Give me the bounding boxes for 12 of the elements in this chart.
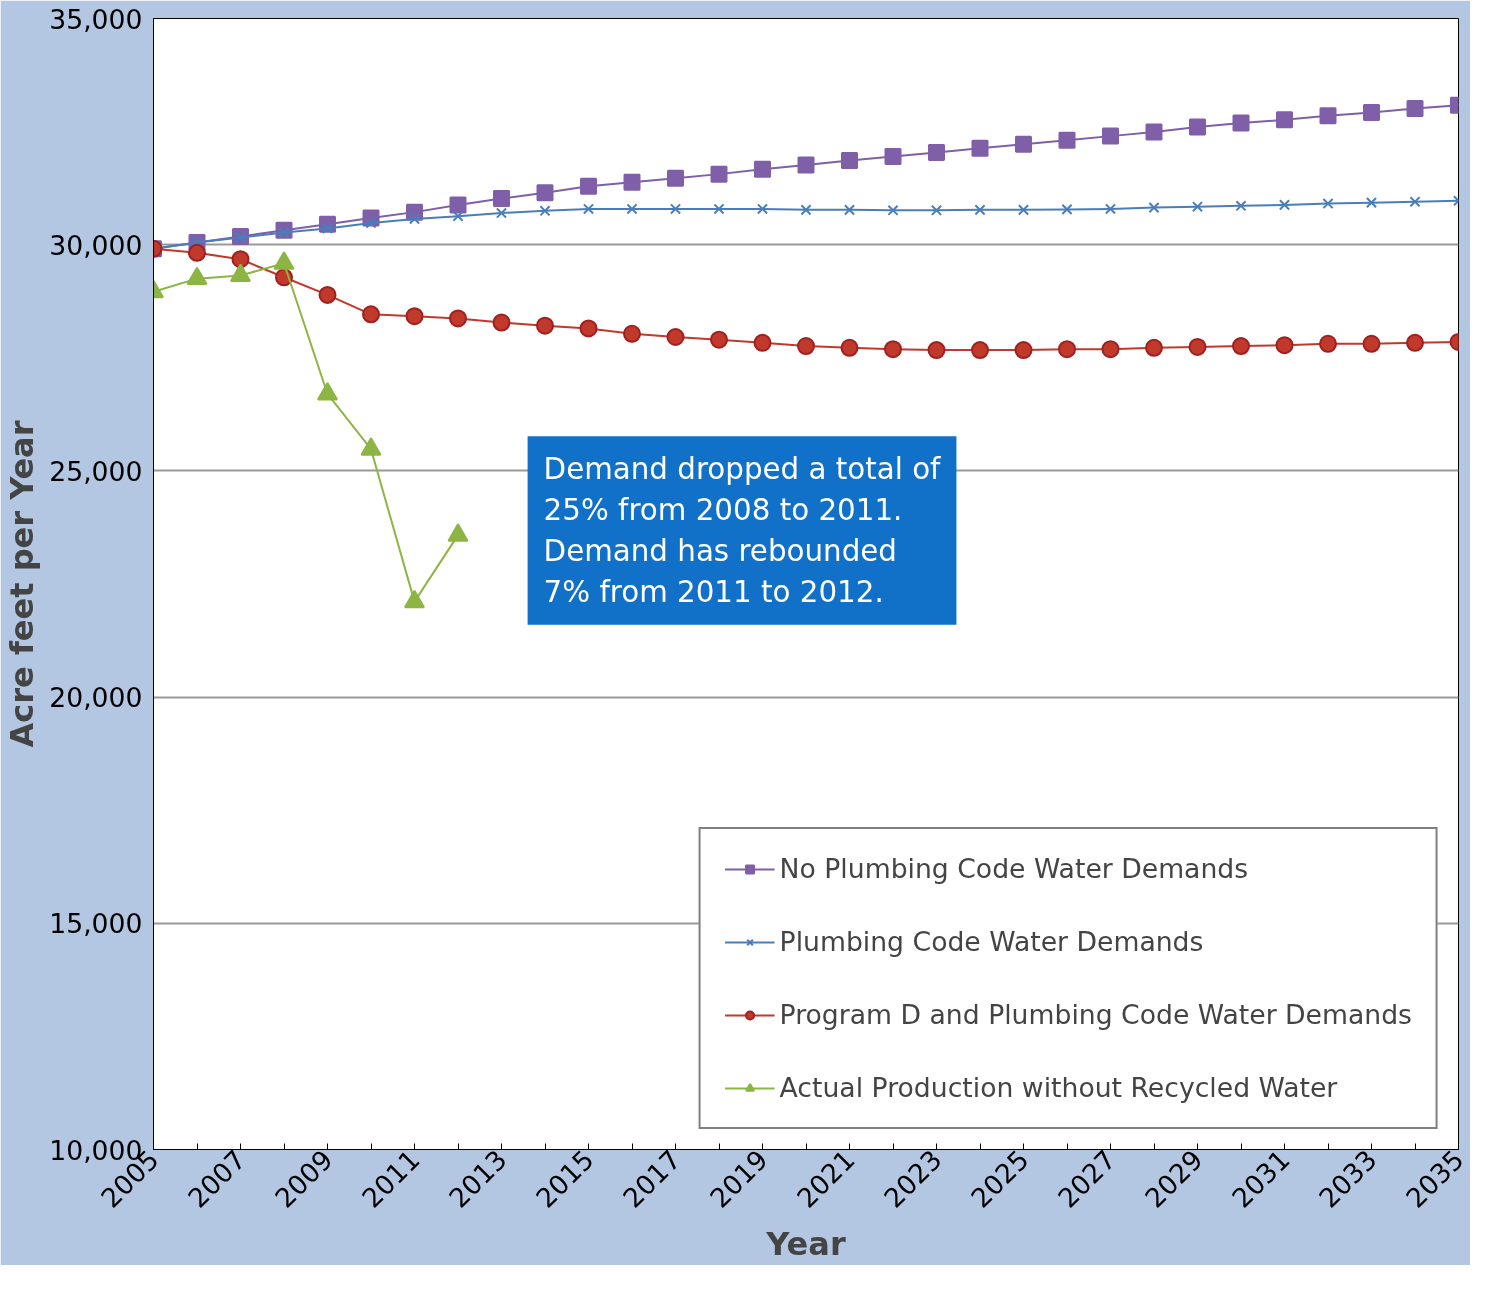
legend-label: Program D and Plumbing Code Water Demands xyxy=(779,999,1412,1030)
legend-label: No Plumbing Code Water Demands xyxy=(779,853,1249,884)
annotation: Demand dropped a total of 25% from 2008 to 2011. Demand has rebounded 7% from 2011 to 2012. xyxy=(543,452,942,609)
y-tick-label: 15,000 xyxy=(49,908,143,940)
x-axis-title: Year xyxy=(765,1224,846,1263)
y-tick-label: 25,000 xyxy=(49,455,143,487)
y-tick-label: 35,000 xyxy=(49,3,143,35)
y-tick-label: 20,000 xyxy=(49,682,143,714)
y-tick-label: 30,000 xyxy=(49,229,143,261)
y-axis-title: Acre feet per Year xyxy=(3,420,42,748)
legend-label: Plumbing Code Water Demands xyxy=(779,926,1204,957)
legend-label: Actual Production without Recycled Water xyxy=(779,1072,1338,1103)
